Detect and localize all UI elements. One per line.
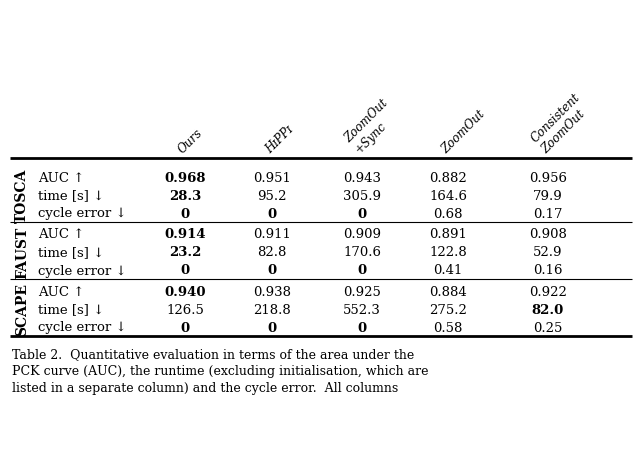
Text: 0.968: 0.968 (164, 172, 205, 184)
Text: 0.68: 0.68 (433, 207, 463, 221)
Text: 0: 0 (268, 264, 276, 278)
Text: 0.914: 0.914 (164, 228, 206, 242)
Text: 82.8: 82.8 (257, 247, 287, 259)
Text: 0.884: 0.884 (429, 285, 467, 298)
Text: 0: 0 (180, 264, 189, 278)
Text: 0: 0 (357, 264, 367, 278)
Text: PCK curve (AUC), the runtime (excluding initialisation, which are: PCK curve (AUC), the runtime (excluding … (12, 365, 429, 378)
Text: 0.25: 0.25 (533, 322, 563, 334)
Text: 0.956: 0.956 (529, 172, 567, 184)
Text: time [s] ↓: time [s] ↓ (38, 303, 104, 317)
Text: AUC ↑: AUC ↑ (38, 172, 84, 184)
Text: time [s] ↓: time [s] ↓ (38, 189, 104, 202)
Text: 28.3: 28.3 (169, 189, 201, 202)
Text: 0: 0 (357, 207, 367, 221)
Text: 0.58: 0.58 (433, 322, 463, 334)
Text: 0.940: 0.940 (164, 285, 205, 298)
Text: 0.16: 0.16 (533, 264, 563, 278)
Text: 0: 0 (268, 322, 276, 334)
Text: SCAPE: SCAPE (15, 283, 29, 337)
Text: 0: 0 (180, 322, 189, 334)
Text: AUC ↑: AUC ↑ (38, 228, 84, 242)
Text: HɪPPɪ: HɪPPɪ (263, 123, 296, 156)
Text: TOSCA: TOSCA (15, 169, 29, 223)
Text: Ours: Ours (176, 126, 205, 156)
Text: listed in a separate column) and the cycle error.  All columns: listed in a separate column) and the cyc… (12, 382, 398, 395)
Text: 23.2: 23.2 (169, 247, 201, 259)
Text: 0: 0 (180, 207, 189, 221)
Text: 170.6: 170.6 (343, 247, 381, 259)
Text: 0: 0 (268, 207, 276, 221)
Text: time [s] ↓: time [s] ↓ (38, 247, 104, 259)
Text: 0.951: 0.951 (253, 172, 291, 184)
Text: 305.9: 305.9 (343, 189, 381, 202)
Text: 126.5: 126.5 (166, 303, 204, 317)
Text: Table 2.  Quantitative evaluation in terms of the area under the: Table 2. Quantitative evaluation in term… (12, 348, 414, 361)
Text: 79.9: 79.9 (533, 189, 563, 202)
Text: 0.922: 0.922 (529, 285, 567, 298)
Text: 95.2: 95.2 (257, 189, 287, 202)
Text: 0.938: 0.938 (253, 285, 291, 298)
Text: 218.8: 218.8 (253, 303, 291, 317)
Text: 122.8: 122.8 (429, 247, 467, 259)
Text: 164.6: 164.6 (429, 189, 467, 202)
Text: 0.911: 0.911 (253, 228, 291, 242)
Text: 0: 0 (357, 322, 367, 334)
Text: cycle error ↓: cycle error ↓ (38, 322, 127, 334)
Text: 0.909: 0.909 (343, 228, 381, 242)
Text: cycle error ↓: cycle error ↓ (38, 207, 127, 221)
Text: ZoomOut: ZoomOut (439, 107, 487, 156)
Text: 0.17: 0.17 (533, 207, 563, 221)
Text: 0.891: 0.891 (429, 228, 467, 242)
Text: 552.3: 552.3 (343, 303, 381, 317)
Text: FAUST: FAUST (15, 227, 29, 279)
Text: 0.882: 0.882 (429, 172, 467, 184)
Text: 0.908: 0.908 (529, 228, 567, 242)
Text: 275.2: 275.2 (429, 303, 467, 317)
Text: Consistent
ZoomOut: Consistent ZoomOut (528, 91, 593, 156)
Text: 82.0: 82.0 (532, 303, 564, 317)
Text: ZoomOut
+Sync: ZoomOut +Sync (342, 97, 401, 156)
Text: 0.41: 0.41 (433, 264, 463, 278)
Text: AUC ↑: AUC ↑ (38, 285, 84, 298)
Text: 0.925: 0.925 (343, 285, 381, 298)
Text: 52.9: 52.9 (533, 247, 563, 259)
Text: cycle error ↓: cycle error ↓ (38, 264, 127, 278)
Text: 0.943: 0.943 (343, 172, 381, 184)
